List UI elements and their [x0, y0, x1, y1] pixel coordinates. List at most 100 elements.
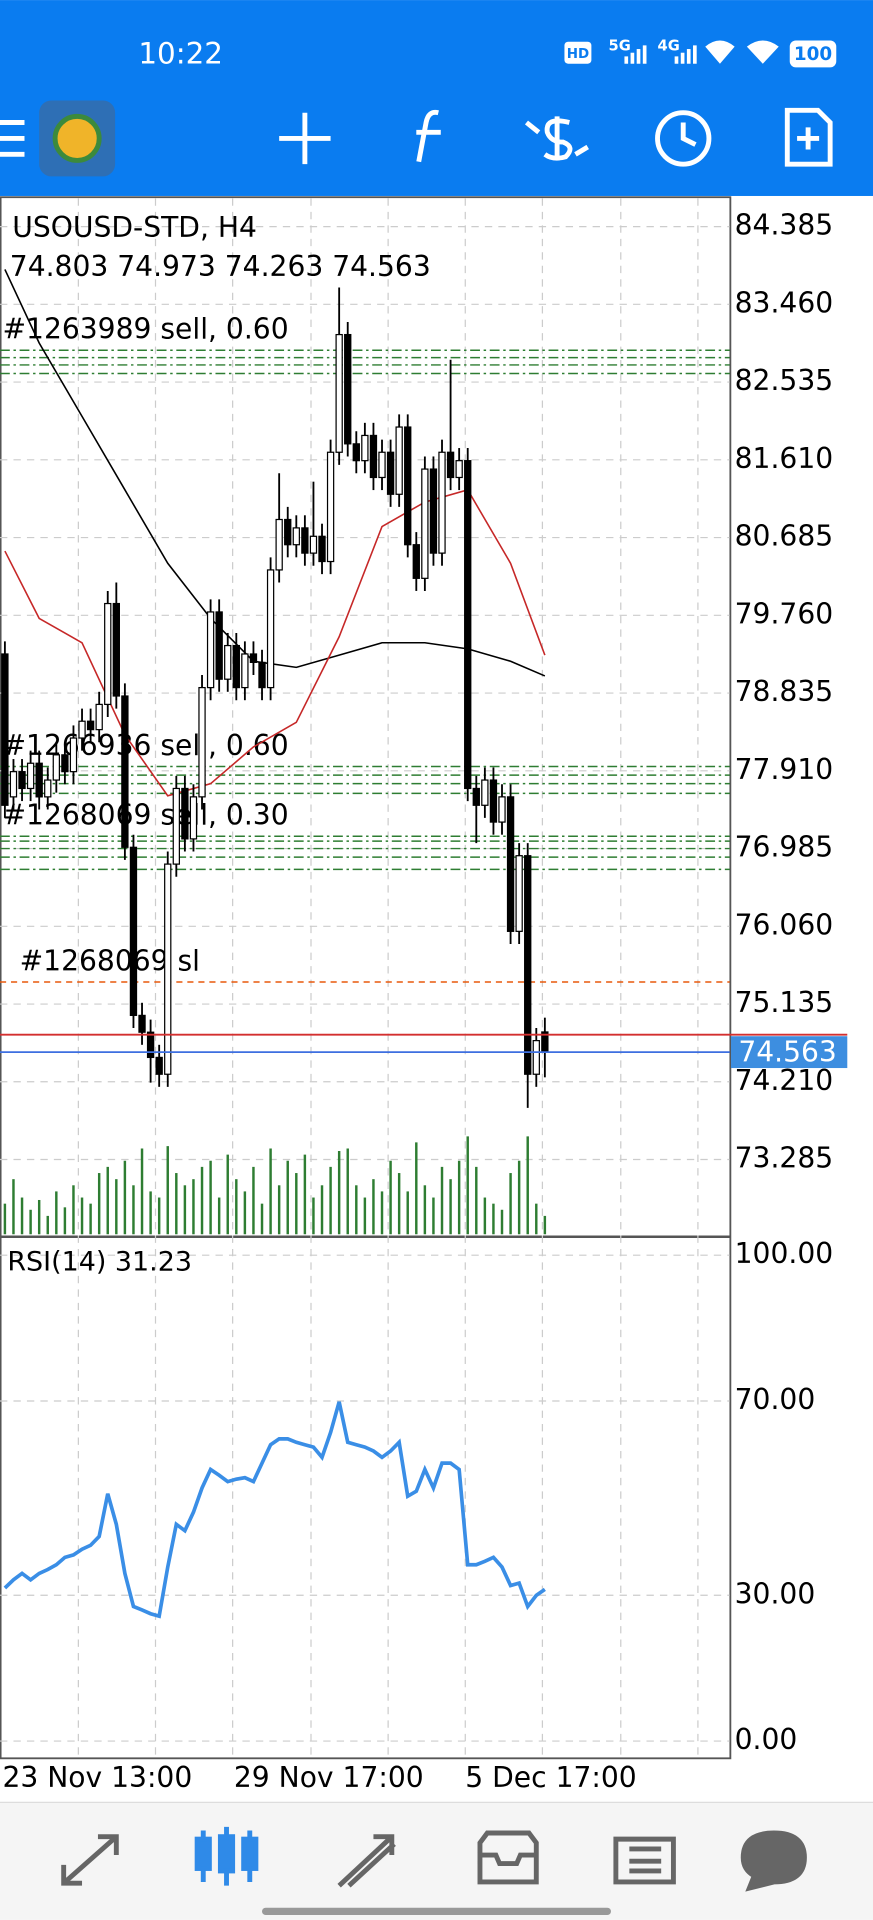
vertical-grid — [77, 198, 699, 1758]
y-tick-label: 73.285 — [735, 1142, 834, 1175]
y-tick-label: 79.760 — [735, 597, 834, 630]
ohlc-value: 74.263 — [225, 250, 324, 283]
candle-body — [464, 460, 472, 790]
history-button[interactable] — [655, 110, 712, 167]
price-box — [730, 1036, 848, 1069]
nav-history[interactable] — [477, 1830, 539, 1885]
candle-body — [69, 737, 78, 773]
candle-body — [284, 518, 292, 546]
rsi-name: RSI(14) — [7, 1246, 106, 1277]
chart-title: USOUSD-STD, H4 — [12, 211, 257, 244]
candle-body — [95, 703, 103, 731]
current-price: 74.563 — [738, 1035, 837, 1068]
nav-quotes[interactable] — [61, 1834, 119, 1886]
bottom-nav — [0, 1802, 873, 1920]
candle-body — [266, 569, 275, 689]
x-tick-label: 5 Dec 17:00 — [465, 1761, 636, 1794]
status-time: 10:22 — [138, 37, 223, 71]
candle-body — [249, 653, 258, 663]
order-label: #1266936 sell, 0.60 — [2, 729, 288, 762]
candle-body — [155, 1056, 163, 1075]
candle-body — [78, 720, 86, 739]
candle-body — [52, 754, 60, 781]
candle-body — [386, 451, 395, 495]
candle-body — [489, 779, 498, 823]
y-tick-label: 84.385 — [735, 209, 834, 242]
network-label: HD — [567, 47, 589, 62]
crosshair-button[interactable] — [279, 112, 331, 165]
candle-body — [35, 762, 43, 798]
candle-body — [335, 333, 343, 453]
candle-body — [472, 787, 480, 806]
candle-body — [112, 602, 120, 697]
trade-button[interactable] — [524, 116, 589, 161]
candle-body — [181, 787, 189, 840]
candle-body — [86, 720, 95, 731]
order-label: #1268069 sl — [20, 944, 200, 977]
ohlc-values: 74.803 74.973 74.263 74.563 — [10, 250, 431, 283]
candle-body — [9, 771, 18, 798]
candle-body — [215, 611, 223, 680]
rsi-line — [3, 1401, 546, 1619]
candle-body — [224, 644, 232, 680]
rsi-value: 31.23 — [115, 1246, 192, 1277]
y-tick-label: 77.910 — [735, 753, 834, 786]
y-tick-label: 76.060 — [735, 908, 834, 941]
nav-news[interactable] — [613, 1836, 676, 1885]
candle-body — [189, 796, 198, 840]
candle-body — [438, 451, 446, 554]
y-tick-label: 74.210 — [735, 1064, 834, 1097]
candle-body — [532, 1040, 540, 1075]
toolbar — [0, 100, 833, 177]
candle-body — [395, 426, 403, 495]
home-indicator — [262, 1907, 611, 1916]
x-tick-label: 29 Nov 17:00 — [234, 1761, 424, 1794]
battery — [789, 40, 837, 68]
y-tick-label: 81.610 — [735, 442, 834, 475]
candle-body — [515, 855, 523, 932]
y-tick-label: 70.00 — [735, 1383, 816, 1416]
network-label: 4G — [658, 38, 680, 55]
candle-body — [421, 468, 429, 579]
wifi-icon — [746, 40, 779, 64]
candle-body — [172, 787, 180, 865]
candle-body — [121, 695, 129, 848]
candle-body — [146, 1031, 155, 1059]
y-tick-label: 75.135 — [735, 986, 834, 1019]
candle-body — [26, 762, 35, 790]
candle-body — [481, 779, 489, 806]
candle-body — [326, 451, 335, 563]
signal-bars — [674, 45, 697, 64]
indicators-button[interactable] — [416, 109, 441, 163]
candle-body — [369, 434, 378, 479]
candle-body — [44, 779, 52, 798]
menu-button[interactable] — [0, 120, 25, 157]
candle-body — [498, 796, 506, 823]
rsi-label: RSI(14) 31.23 — [7, 1246, 192, 1277]
candle-body — [352, 443, 360, 462]
order-label: #1263989 sell, 0.60 — [2, 313, 288, 346]
app-bar — [0, 0, 873, 196]
candle-body — [1, 653, 9, 806]
nav-trade[interactable] — [337, 1834, 396, 1888]
hd-badge — [564, 41, 592, 64]
candle-body — [292, 527, 300, 546]
y-tick-label: 80.685 — [735, 520, 834, 553]
candle-body — [258, 661, 266, 689]
candle-body — [361, 434, 369, 462]
candle-body — [104, 602, 112, 706]
order-label: #1268069 sell, 0.30 — [2, 799, 288, 832]
candle-body — [412, 544, 420, 579]
y-tick-label: 100.00 — [735, 1237, 834, 1270]
x-tick-label: 23 Nov 13:00 — [2, 1761, 192, 1794]
new-order-button[interactable] — [784, 107, 833, 167]
nav-messages[interactable] — [740, 1830, 807, 1892]
ohlc-value: 74.563 — [332, 250, 431, 283]
candle-body — [232, 644, 240, 689]
nav-chart[interactable] — [194, 1826, 259, 1886]
status-icons: HD 5G 4G 100 — [564, 38, 837, 68]
candle-body — [506, 796, 515, 932]
ohlc-value: 74.803 — [10, 250, 109, 283]
candle-body — [129, 846, 138, 1017]
